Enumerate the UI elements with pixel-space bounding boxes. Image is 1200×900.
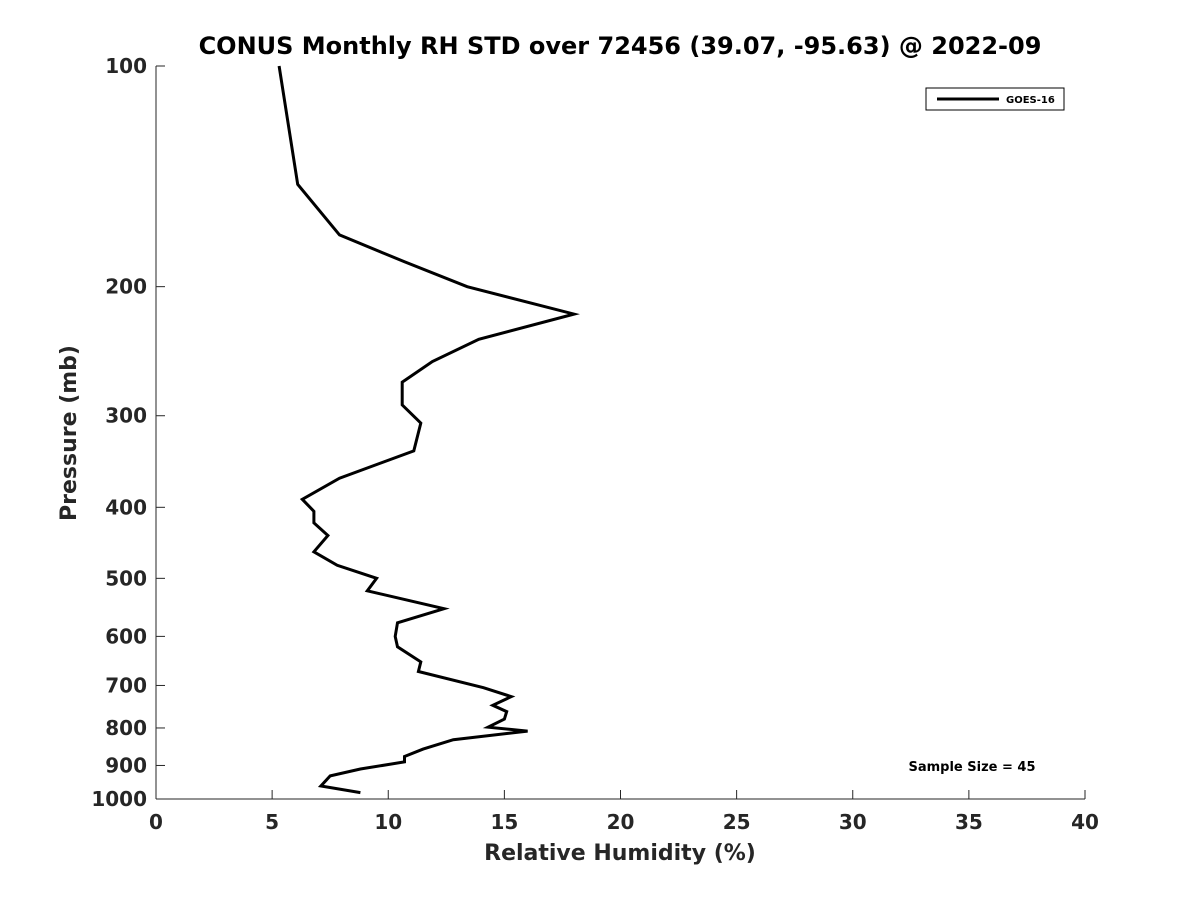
- y-tick-label: 800: [105, 716, 147, 740]
- y-tick-label: 400: [105, 495, 147, 519]
- legend-label: GOES-16: [1006, 95, 1055, 106]
- series-layer: [277, 65, 580, 795]
- x-tick-label: 30: [839, 810, 867, 834]
- chart-title: CONUS Monthly RH STD over 72456 (39.07, …: [199, 32, 1042, 60]
- x-tick-label: 10: [374, 810, 402, 834]
- x-tick-label: 0: [149, 810, 163, 834]
- y-axis: 100 200 300 400 500 600 700 800 900 1000: [91, 54, 165, 811]
- x-tick-label: 20: [607, 810, 635, 834]
- y-tick-label: 300: [105, 404, 147, 428]
- x-axis: 0 5 10 15 20 25 30 35 40: [149, 790, 1099, 834]
- y-tick-label: 200: [105, 275, 147, 299]
- sample-size-annotation: Sample Size = 45: [908, 760, 1035, 775]
- y-tick-label: 1000: [91, 787, 147, 811]
- x-tick-label: 5: [265, 810, 279, 834]
- legend: GOES-16: [925, 87, 1065, 111]
- x-tick-label: 25: [723, 810, 751, 834]
- x-tick-label: 15: [490, 810, 518, 834]
- y-tick-label: 600: [105, 624, 147, 648]
- y-tick-label: 500: [105, 566, 147, 590]
- y-axis-label: Pressure (mb): [57, 345, 82, 521]
- y-tick-label: 900: [105, 753, 147, 777]
- y-tick-label: 700: [105, 673, 147, 697]
- x-tick-label: 35: [955, 810, 983, 834]
- x-axis-label: Relative Humidity (%): [484, 841, 756, 866]
- x-tick-label: 40: [1071, 810, 1099, 834]
- series-line: [277, 65, 580, 795]
- y-tick-label: 100: [105, 54, 147, 78]
